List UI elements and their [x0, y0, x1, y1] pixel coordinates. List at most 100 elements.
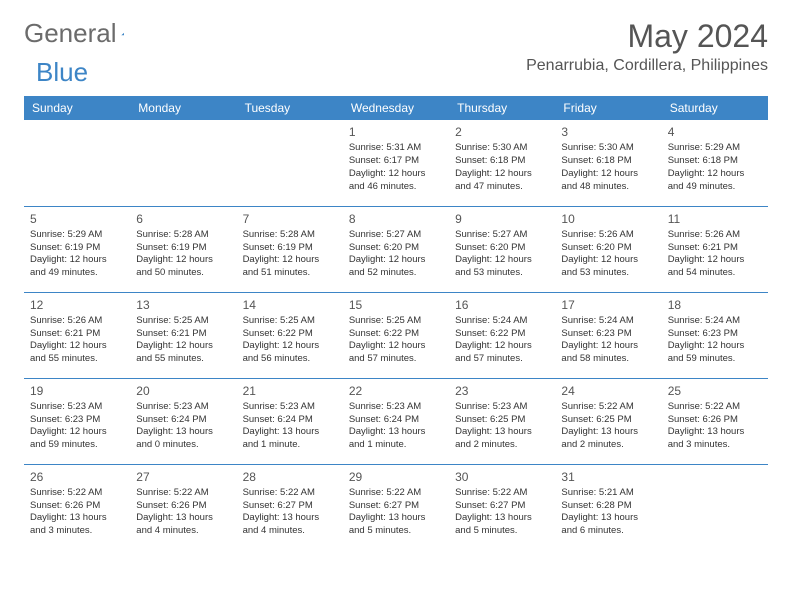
- calendar-cell: 10Sunrise: 5:26 AMSunset: 6:20 PMDayligh…: [555, 206, 661, 292]
- calendar-cell: 21Sunrise: 5:23 AMSunset: 6:24 PMDayligh…: [237, 378, 343, 464]
- calendar-cell: 4Sunrise: 5:29 AMSunset: 6:18 PMDaylight…: [662, 120, 768, 206]
- sunrise-text: Sunrise: 5:24 AM: [561, 315, 655, 328]
- daylight-text: Daylight: 12 hours and 59 minutes.: [30, 426, 124, 452]
- daylight-text: Daylight: 13 hours and 2 minutes.: [561, 426, 655, 452]
- calendar-cell: 16Sunrise: 5:24 AMSunset: 6:22 PMDayligh…: [449, 292, 555, 378]
- daylight-text: Daylight: 12 hours and 51 minutes.: [243, 254, 337, 280]
- calendar-cell: 26Sunrise: 5:22 AMSunset: 6:26 PMDayligh…: [24, 464, 130, 550]
- sunset-text: Sunset: 6:19 PM: [30, 242, 124, 255]
- daylight-text: Daylight: 12 hours and 52 minutes.: [349, 254, 443, 280]
- day-number: 26: [30, 469, 124, 485]
- sunrise-text: Sunrise: 5:27 AM: [349, 229, 443, 242]
- day-number: 8: [349, 211, 443, 227]
- logo: General: [24, 18, 145, 49]
- sunset-text: Sunset: 6:26 PM: [668, 414, 762, 427]
- day-number: 15: [349, 297, 443, 313]
- month-title: May 2024: [526, 18, 768, 55]
- day-number: 6: [136, 211, 230, 227]
- day-number: 18: [668, 297, 762, 313]
- daylight-text: Daylight: 13 hours and 5 minutes.: [455, 512, 549, 538]
- sunrise-text: Sunrise: 5:23 AM: [136, 401, 230, 414]
- day-number: 13: [136, 297, 230, 313]
- calendar-cell: 8 Sunrise: 5:27 AMSunset: 6:20 PMDaylight…: [343, 206, 449, 292]
- daylight-text: Daylight: 12 hours and 47 minutes.: [455, 168, 549, 194]
- sunrise-text: Sunrise: 5:24 AM: [455, 315, 549, 328]
- calendar-cell: 24Sunrise: 5:22 AMSunset: 6:25 PMDayligh…: [555, 378, 661, 464]
- day-number: 5: [30, 211, 124, 227]
- day-number: 9: [455, 211, 549, 227]
- daylight-text: Daylight: 12 hours and 54 minutes.: [668, 254, 762, 280]
- daylight-text: Daylight: 12 hours and 58 minutes.: [561, 340, 655, 366]
- sunrise-text: Sunrise: 5:22 AM: [349, 487, 443, 500]
- sunset-text: Sunset: 6:27 PM: [455, 500, 549, 513]
- day-number: 4: [668, 124, 762, 140]
- calendar-body: 1Sunrise: 5:31 AMSunset: 6:17 PMDaylight…: [24, 120, 768, 550]
- sunset-text: Sunset: 6:27 PM: [243, 500, 337, 513]
- sunset-text: Sunset: 6:18 PM: [668, 155, 762, 168]
- sunset-text: Sunset: 6:21 PM: [668, 242, 762, 255]
- day-number: 24: [561, 383, 655, 399]
- sunrise-text: Sunrise: 5:29 AM: [30, 229, 124, 242]
- day-number: 27: [136, 469, 230, 485]
- location: Penarrubia, Cordillera, Philippines: [526, 57, 768, 75]
- sunrise-text: Sunrise: 5:21 AM: [561, 487, 655, 500]
- daylight-text: Daylight: 13 hours and 3 minutes.: [30, 512, 124, 538]
- col-wed: Wednesday: [343, 96, 449, 120]
- day-number: 25: [668, 383, 762, 399]
- day-number: 22: [349, 383, 443, 399]
- sunrise-text: Sunrise: 5:26 AM: [668, 229, 762, 242]
- sunset-text: Sunset: 6:28 PM: [561, 500, 655, 513]
- sunrise-text: Sunrise: 5:29 AM: [668, 142, 762, 155]
- calendar-cell: [24, 120, 130, 206]
- calendar-cell: 5Sunrise: 5:29 AMSunset: 6:19 PMDaylight…: [24, 206, 130, 292]
- day-number: 12: [30, 297, 124, 313]
- daylight-text: Daylight: 13 hours and 1 minute.: [243, 426, 337, 452]
- col-tue: Tuesday: [237, 96, 343, 120]
- daylight-text: Daylight: 13 hours and 0 minutes.: [136, 426, 230, 452]
- calendar-cell: 25Sunrise: 5:22 AMSunset: 6:26 PMDayligh…: [662, 378, 768, 464]
- day-number: 21: [243, 383, 337, 399]
- calendar-cell: 31Sunrise: 5:21 AMSunset: 6:28 PMDayligh…: [555, 464, 661, 550]
- sunrise-text: Sunrise: 5:25 AM: [243, 315, 337, 328]
- day-number: 10: [561, 211, 655, 227]
- sunrise-text: Sunrise: 5:25 AM: [349, 315, 443, 328]
- daylight-text: Daylight: 12 hours and 50 minutes.: [136, 254, 230, 280]
- sunset-text: Sunset: 6:20 PM: [349, 242, 443, 255]
- sunset-text: Sunset: 6:20 PM: [455, 242, 549, 255]
- calendar-table: Sunday Monday Tuesday Wednesday Thursday…: [24, 96, 768, 550]
- sunrise-text: Sunrise: 5:22 AM: [136, 487, 230, 500]
- calendar-cell: 14Sunrise: 5:25 AMSunset: 6:22 PMDayligh…: [237, 292, 343, 378]
- sunset-text: Sunset: 6:23 PM: [561, 328, 655, 341]
- calendar-cell: 29Sunrise: 5:22 AMSunset: 6:27 PMDayligh…: [343, 464, 449, 550]
- daylight-text: Daylight: 12 hours and 46 minutes.: [349, 168, 443, 194]
- calendar-cell: 30Sunrise: 5:22 AMSunset: 6:27 PMDayligh…: [449, 464, 555, 550]
- sunset-text: Sunset: 6:18 PM: [455, 155, 549, 168]
- logo-text-1: General: [24, 18, 117, 49]
- day-number: 11: [668, 211, 762, 227]
- sunset-text: Sunset: 6:22 PM: [455, 328, 549, 341]
- day-number: 1: [349, 124, 443, 140]
- day-number: 29: [349, 469, 443, 485]
- sunset-text: Sunset: 6:24 PM: [243, 414, 337, 427]
- calendar-cell: 12Sunrise: 5:26 AMSunset: 6:21 PMDayligh…: [24, 292, 130, 378]
- daylight-text: Daylight: 12 hours and 53 minutes.: [455, 254, 549, 280]
- day-number: 20: [136, 383, 230, 399]
- calendar-row: 5Sunrise: 5:29 AMSunset: 6:19 PMDaylight…: [24, 206, 768, 292]
- sunrise-text: Sunrise: 5:28 AM: [243, 229, 337, 242]
- calendar-cell: 20 Sunrise: 5:23 AMSunset: 6:24 PMDayligh…: [130, 378, 236, 464]
- calendar-row: 12Sunrise: 5:26 AMSunset: 6:21 PMDayligh…: [24, 292, 768, 378]
- daylight-text: Daylight: 13 hours and 4 minutes.: [243, 512, 337, 538]
- sunset-text: Sunset: 6:25 PM: [561, 414, 655, 427]
- calendar-cell: 6 Sunrise: 5:28 AMSunset: 6:19 PMDaylight…: [130, 206, 236, 292]
- sunset-text: Sunset: 6:24 PM: [136, 414, 230, 427]
- daylight-text: Daylight: 12 hours and 55 minutes.: [136, 340, 230, 366]
- sunrise-text: Sunrise: 5:28 AM: [136, 229, 230, 242]
- sunset-text: Sunset: 6:21 PM: [30, 328, 124, 341]
- title-block: May 2024 Penarrubia, Cordillera, Philipp…: [526, 18, 768, 75]
- daylight-text: Daylight: 13 hours and 6 minutes.: [561, 512, 655, 538]
- sunrise-text: Sunrise: 5:26 AM: [561, 229, 655, 242]
- calendar-cell: 17Sunrise: 5:24 AMSunset: 6:23 PMDayligh…: [555, 292, 661, 378]
- calendar-cell: 11 Sunrise: 5:26 AMSunset: 6:21 PMDayligh…: [662, 206, 768, 292]
- sunset-text: Sunset: 6:19 PM: [136, 242, 230, 255]
- calendar-cell: 1Sunrise: 5:31 AMSunset: 6:17 PMDaylight…: [343, 120, 449, 206]
